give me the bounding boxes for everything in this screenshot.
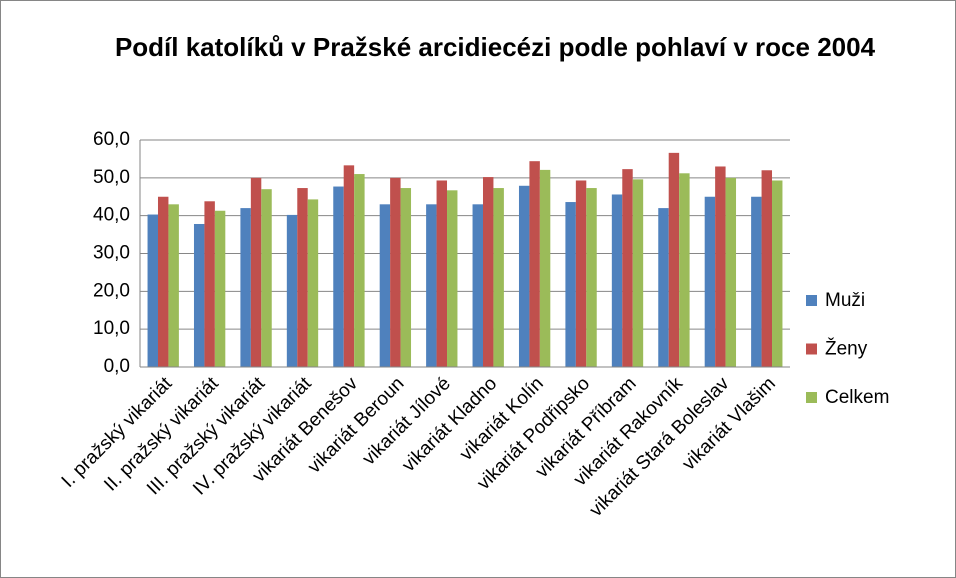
legend-label: Muži [825, 290, 865, 311]
y-tick-label: 40,0 [93, 205, 130, 226]
bar [575, 180, 587, 367]
bar [518, 185, 530, 367]
bar [286, 214, 298, 367]
legend-label: Ženy [825, 338, 868, 360]
bar [668, 152, 680, 367]
bar [493, 188, 504, 367]
bar [761, 170, 773, 367]
bar [539, 169, 551, 367]
bar [261, 189, 272, 367]
bar [333, 186, 344, 367]
bar [586, 188, 597, 367]
bar [214, 210, 226, 367]
y-tick-label: 10,0 [93, 318, 130, 339]
bar [482, 177, 494, 367]
bar [725, 177, 737, 367]
bar [447, 190, 458, 367]
bar [250, 177, 262, 367]
bar [193, 223, 205, 367]
bar [611, 194, 623, 367]
bar [168, 204, 179, 367]
y-tick-label: 50,0 [93, 167, 130, 188]
bar [400, 188, 412, 367]
bar [354, 174, 365, 367]
bar [297, 188, 308, 367]
legend-label: Celkem [825, 387, 889, 408]
bar [147, 214, 158, 367]
bar [704, 196, 716, 367]
y-tick-label: 30,0 [93, 243, 130, 264]
bar [204, 201, 215, 367]
bar [379, 204, 391, 367]
y-tick-label: 60,0 [93, 129, 130, 150]
bar [436, 180, 448, 367]
bar [715, 166, 726, 367]
y-tick-label: 20,0 [93, 280, 130, 301]
bar [472, 204, 483, 367]
chart-title: Podíl katolíků v Pražské arcidiecézi pod… [114, 32, 876, 62]
bar [772, 180, 783, 367]
legend-swatch [806, 392, 817, 403]
bar [622, 169, 633, 367]
y-tick-label: 0,0 [104, 356, 130, 377]
bar [565, 202, 576, 367]
bar [157, 196, 169, 367]
legend-swatch [806, 343, 817, 355]
bar [307, 199, 319, 367]
bar [679, 173, 690, 367]
bar [529, 161, 540, 367]
bar [240, 208, 251, 367]
bar [632, 179, 644, 367]
legend-swatch [806, 295, 817, 306]
bar [426, 204, 437, 367]
bar [390, 177, 401, 367]
bar [751, 196, 762, 367]
bar [343, 165, 355, 367]
bar [658, 208, 669, 367]
